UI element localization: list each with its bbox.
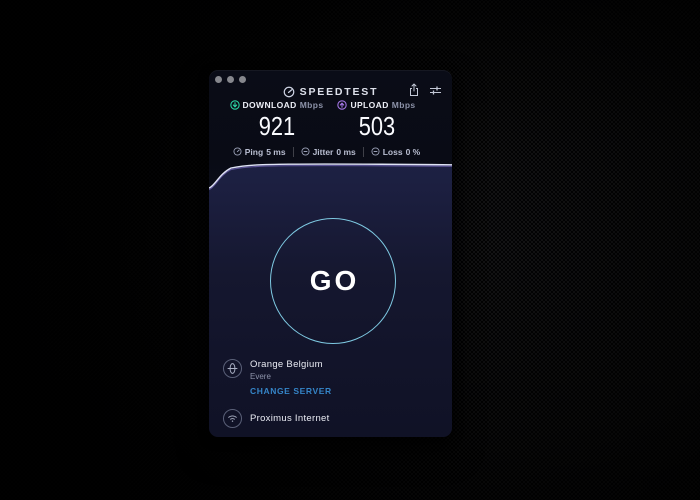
logo-text: SPEEDTEST [299, 85, 379, 98]
server-city: Evere [250, 372, 271, 381]
wifi-icon [223, 409, 242, 428]
ping-label: Ping [244, 146, 264, 157]
gauge-icon [283, 86, 295, 97]
upload-label-row: UPLOAD Mbps [327, 100, 427, 110]
globe-glyph [227, 363, 238, 374]
upload-label: UPLOAD [350, 100, 389, 110]
settings-sliders-icon [430, 86, 441, 94]
loss-icon [371, 147, 380, 156]
download-unit: Mbps [299, 100, 324, 110]
loss-value: 0 % [405, 146, 421, 157]
upload-unit: Mbps [391, 100, 416, 110]
window-titlebar [215, 76, 246, 83]
share-icon [410, 83, 418, 96]
zoom-button[interactable] [239, 76, 246, 83]
loss-label: Loss [382, 146, 403, 157]
close-button[interactable] [215, 76, 222, 83]
metric-divider [362, 146, 364, 157]
metric-divider [292, 146, 294, 157]
download-arrow-icon [229, 100, 240, 110]
server-section: Orange Belgium Evere CHANGE SERVER [223, 359, 332, 399]
go-button-label: GO [309, 265, 360, 296]
isp-section: Proximus Internet [223, 409, 330, 428]
speed-graph [209, 163, 452, 200]
latency-metrics-row: Ping 5 ms Jitter 0 ms Loss 0 % [209, 145, 452, 158]
jitter-value: 0 ms [336, 146, 356, 157]
loss-metric: Loss 0 % [371, 146, 421, 157]
settings-button[interactable] [429, 85, 442, 96]
header-actions [408, 83, 442, 97]
speedtest-logo: SPEEDTEST [209, 84, 452, 99]
jitter-icon [301, 147, 310, 156]
ping-value: 5 ms [266, 146, 286, 157]
wifi-glyph [228, 415, 237, 422]
download-result: DOWNLOAD Mbps 921 [227, 100, 327, 142]
change-server-link[interactable]: CHANGE SERVER [250, 386, 332, 396]
globe-icon [223, 359, 242, 378]
ping-gauge-icon [233, 147, 242, 156]
share-button[interactable] [408, 83, 420, 97]
server-name: Orange Belgium [250, 359, 323, 370]
upload-value: 503 [358, 111, 395, 141]
jitter-label: Jitter [312, 146, 334, 157]
download-value: 921 [258, 111, 295, 141]
speedtest-window: SPEEDTEST [209, 70, 452, 437]
download-label-row: DOWNLOAD Mbps [227, 100, 327, 110]
results-section: DOWNLOAD Mbps 921 UPLOAD Mbps 503 [209, 100, 452, 142]
ping-metric: Ping 5 ms [233, 147, 286, 157]
upload-arrow-icon [337, 100, 348, 110]
isp-name: Proximus Internet [250, 413, 330, 424]
download-label: DOWNLOAD [242, 100, 297, 110]
go-button[interactable]: GO [270, 218, 396, 344]
server-info: Orange Belgium Evere CHANGE SERVER [250, 359, 332, 399]
jitter-metric: Jitter 0 ms [301, 147, 356, 157]
upload-result: UPLOAD Mbps 503 [327, 100, 427, 142]
minimize-button[interactable] [227, 76, 234, 83]
